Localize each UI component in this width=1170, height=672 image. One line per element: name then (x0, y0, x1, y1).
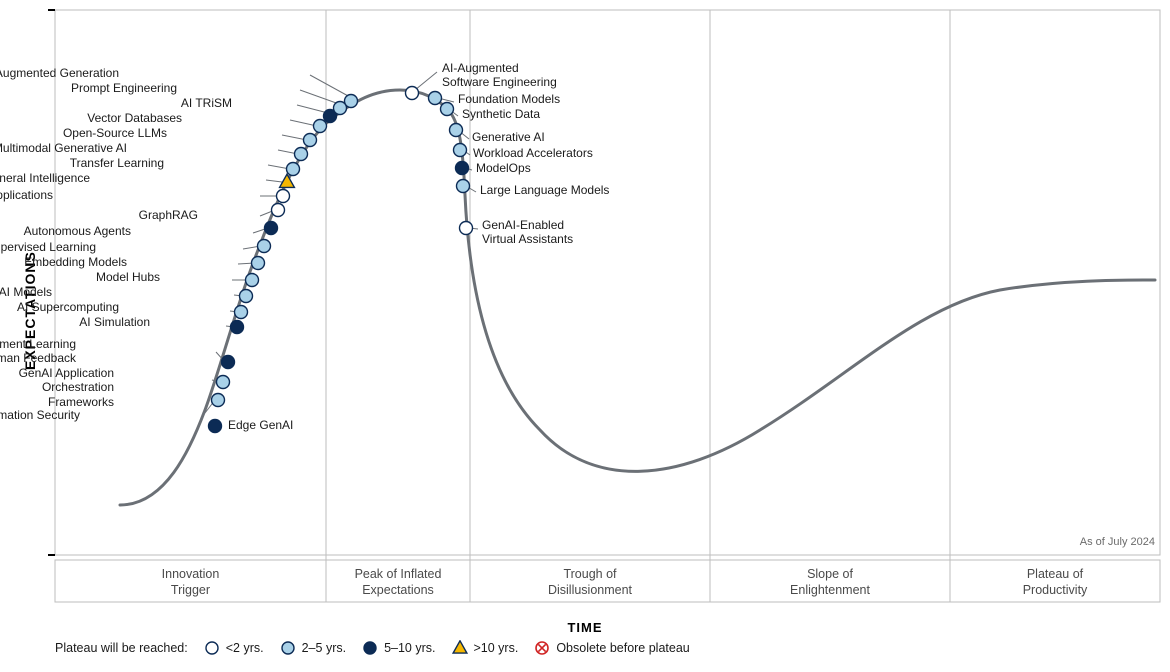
legend-item: >10 yrs. (452, 640, 519, 656)
legend-item-text: 2–5 yrs. (302, 641, 346, 655)
tech-label: Synthetic Data (462, 107, 540, 121)
legend-item-text: >10 yrs. (474, 641, 519, 655)
tech-label: AI Simulation (0, 315, 150, 329)
tech-label: Autonomous Agents (0, 224, 131, 238)
tech-label: Disinformation Security (0, 408, 80, 422)
phase-label: Plateau of Productivity (975, 567, 1135, 598)
phase-label: Innovation Trigger (111, 567, 271, 598)
tech-label: Reinforcement Learning From Human Feedba… (0, 337, 76, 366)
tech-label: Workload Accelerators (473, 146, 593, 160)
tech-label: Transfer Learning (0, 156, 164, 170)
tech-label: AI-Augmented Software Engineering (442, 61, 557, 90)
tech-label: GenAI Application Orchestration Framewor… (0, 366, 114, 409)
hype-cycle-chart: EXPECTATIONS TIME Innovation TriggerPeak… (0, 0, 1170, 672)
tech-label: Edge GenAI (228, 418, 293, 432)
legend-item: <2 yrs. (204, 640, 264, 656)
legend-item-text: Obsolete before plateau (556, 641, 689, 655)
phase-label: Slope of Enlightenment (750, 567, 910, 598)
phase-label: Peak of Inflated Expectations (318, 567, 478, 598)
tech-label: Domain-Specific GenAI Models (0, 285, 52, 299)
tech-label: Self-Supervised Learning (0, 240, 96, 254)
tech-label: GraphRAG (0, 208, 198, 222)
legend-item: 2–5 yrs. (280, 640, 346, 656)
x-axis-label: TIME (0, 620, 1170, 635)
tech-label: AI Supercomputing (0, 300, 119, 314)
legend-title: Plateau will be reached: (55, 641, 188, 655)
legend: Plateau will be reached: <2 yrs. 2–5 yrs.… (55, 640, 690, 656)
tech-label: Model Hubs (0, 270, 160, 284)
tech-label: Generative AI-Enabled Applications (0, 188, 53, 202)
legend-item: Obsolete before plateau (534, 640, 689, 656)
legend-item: 5–10 yrs. (362, 640, 435, 656)
tech-label: ModelOps (476, 161, 531, 175)
phase-label: Trough of Disillusionment (510, 567, 670, 598)
tech-label: Artificial General Intelligence (0, 171, 90, 185)
tech-label: Multimodal Generative AI (0, 141, 127, 155)
tech-label: GenAI-Enabled Virtual Assistants (482, 218, 573, 247)
legend-item-text: 5–10 yrs. (384, 641, 435, 655)
tech-label: Retrieval-Augmented Generation (0, 66, 119, 80)
tech-label: Generative AI (472, 130, 545, 144)
tech-label: Embedding Models (0, 255, 127, 269)
tech-label: Large Language Models (480, 183, 609, 197)
asof-label: As of July 2024 (1055, 536, 1155, 548)
tech-label: AI TRiSM (32, 96, 232, 110)
legend-item-text: <2 yrs. (226, 641, 264, 655)
tech-label: Open-Source LLMs (0, 126, 167, 140)
tech-label: Vector Databases (0, 111, 182, 125)
tech-label: Foundation Models (458, 92, 560, 106)
tech-label: Prompt Engineering (0, 81, 177, 95)
